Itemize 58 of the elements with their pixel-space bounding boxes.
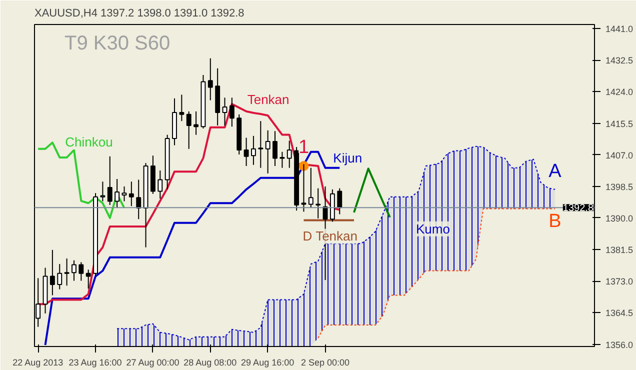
y-tick-label: 1424.0	[606, 87, 634, 98]
candlestick	[301, 164, 306, 212]
candlestick	[308, 167, 314, 208]
series-label: B	[548, 211, 562, 232]
annotation: Kumo	[416, 221, 450, 236]
x-tick-label: 28 Aug 08:00	[184, 358, 237, 368]
y-tick-label: 1432.5	[606, 56, 634, 66]
candlestick	[64, 258, 70, 286]
candlestick	[122, 186, 127, 202]
series-label: D Tenkan	[302, 228, 358, 244]
candlestick	[229, 97, 234, 128]
y-tick-label: 1373.0	[606, 276, 634, 287]
x-tick-label: 29 Aug 16:00	[241, 358, 294, 368]
candlestick	[286, 140, 292, 168]
y-tick-label: 1381.5	[606, 245, 634, 256]
candlestick	[251, 135, 256, 166]
candlestick	[337, 188, 342, 215]
candlestick	[136, 179, 142, 220]
candlestick	[100, 181, 106, 202]
y-tick-label: 1390.0	[606, 213, 634, 224]
y-tick-label: 1407.0	[606, 150, 634, 160]
candlestick	[50, 249, 55, 296]
y-tick-label: 1364.5	[606, 308, 634, 318]
candlestick	[222, 97, 228, 126]
candlestick	[107, 156, 112, 206]
candlestick	[208, 58, 213, 101]
y-tick-label: 1398.5	[606, 182, 634, 192]
chart-title: XAUUSD,H4 1397.2 1398.0 1391.0 1392.8	[34, 8, 244, 20]
series-label: Kijun	[333, 150, 362, 166]
x-tick-label: 23 Aug 16:00	[68, 358, 122, 368]
x-tick-label: 22 Aug 2013	[12, 358, 64, 368]
candlestick	[86, 269, 91, 290]
x-tick-label: 27 Aug 00:00	[126, 358, 180, 368]
line-series	[352, 168, 391, 218]
y-tick-label: 1415.5	[606, 118, 634, 129]
annotation: T9 K30 S60	[64, 32, 170, 54]
candlestick	[179, 94, 184, 122]
y-tick-label: 1441.0	[606, 24, 634, 34]
candlestick	[265, 130, 270, 174]
candlestick	[316, 188, 321, 219]
series-label: A	[548, 160, 562, 182]
candlestick	[244, 137, 249, 166]
series-label: Tenkan	[247, 92, 290, 107]
y-tick-label: 1356.0	[606, 340, 634, 350]
candlestick	[128, 181, 134, 207]
candlestick	[57, 264, 62, 290]
candlestick	[194, 110, 199, 136]
candlestick	[258, 120, 264, 168]
candlestick	[72, 260, 76, 282]
series-label: Chinkou	[65, 134, 113, 150]
candlestick	[272, 130, 278, 166]
annotation: 1	[298, 137, 310, 158]
candlestick	[158, 170, 163, 200]
candlestick	[114, 178, 120, 208]
candlestick	[186, 110, 192, 150]
candlestick	[78, 262, 84, 282]
x-tick-label: 2 Sep 00:00	[301, 358, 350, 368]
candlestick	[280, 151, 285, 168]
